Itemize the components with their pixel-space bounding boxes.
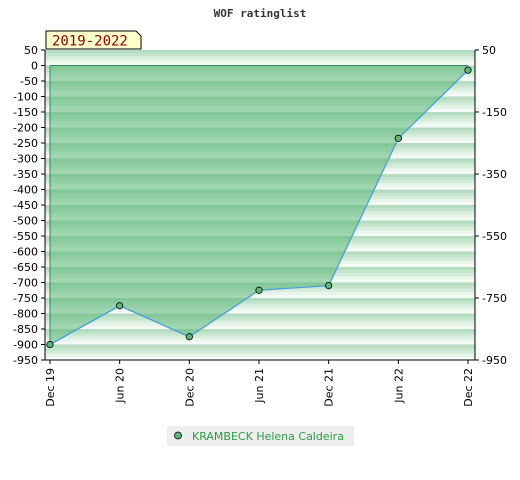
background-band: [45, 310, 475, 314]
left-tick-label: 0: [31, 60, 38, 73]
x-tick-label: Jun 21: [253, 368, 266, 404]
period-badge-box: [45, 30, 142, 50]
left-tick-label: -600: [13, 246, 38, 259]
x-axis: Dec 19 Jun 20 Dec 20 Jun 21 Dec 21 Jun 22 Dec …: [44, 359, 475, 407]
right-tick-label: -150: [482, 106, 507, 119]
background-band: [45, 307, 475, 311]
period-badge: 2019-2022: [45, 30, 142, 50]
left-tick-label: -400: [13, 184, 38, 197]
background-band: [45, 350, 475, 355]
right-tick-label: 50: [482, 44, 496, 57]
left-tick-label: -250: [13, 137, 38, 150]
data-point: [464, 66, 472, 74]
data-point: [394, 134, 402, 142]
left-tick-label: -150: [13, 106, 38, 119]
background-band: [45, 53, 475, 57]
left-tick-label: -50: [20, 75, 38, 88]
right-axis: 50 -150 -350 -550 -750 -950: [474, 44, 507, 367]
background-band: [45, 294, 475, 299]
series-area: [50, 65, 468, 345]
background-band: [45, 319, 475, 324]
left-tick-label: -950: [13, 354, 38, 367]
x-tick-label: Jun 22: [392, 368, 405, 404]
background-band: [45, 338, 475, 342]
background-band: [45, 344, 475, 348]
x-tick-label: Jun 20: [114, 368, 127, 404]
period-badge-text: 2019-2022: [52, 34, 128, 50]
left-axis: 50 0 -50 -100 -150 -200 -250 -300 -350 -400 -450 -5…: [13, 44, 46, 367]
background-band: [45, 56, 475, 60]
x-tick-label: Dec 20: [183, 368, 196, 407]
background-band: [45, 313, 475, 317]
background-band: [45, 322, 475, 327]
left-tick-label: -800: [13, 308, 38, 321]
data-point: [255, 286, 263, 294]
left-tick-label: -750: [13, 292, 38, 305]
left-tick-label: -200: [13, 122, 38, 135]
background-band: [45, 353, 475, 358]
left-tick-label: -850: [13, 323, 38, 336]
background-band: [45, 50, 475, 54]
background-band: [45, 332, 475, 336]
left-tick-label: -450: [13, 199, 38, 212]
background-band: [45, 316, 475, 321]
background-band: [45, 301, 475, 305]
background-band: [45, 298, 475, 302]
chart-marks: [46, 66, 472, 349]
left-tick-label: -100: [13, 91, 38, 104]
background-band: [45, 347, 475, 352]
right-tick-label: -550: [482, 230, 507, 243]
background-band: [45, 335, 475, 339]
left-tick-label: -700: [13, 277, 38, 290]
background-band: [45, 62, 475, 66]
background-band: [45, 304, 475, 308]
x-tick-label: Dec 21: [323, 368, 336, 407]
left-tick-label: -550: [13, 230, 38, 243]
data-point: [46, 340, 54, 349]
background-band: [45, 59, 475, 63]
background-band: [45, 341, 475, 345]
background-band: [45, 329, 475, 333]
left-tick-label: -650: [13, 261, 38, 274]
data-point: [116, 302, 124, 310]
left-tick-label: 50: [24, 44, 38, 57]
x-tick-label: Dec 19: [44, 368, 57, 407]
legend-marker: [174, 431, 182, 440]
left-tick-label: -900: [13, 339, 38, 352]
right-tick-label: -350: [482, 168, 507, 181]
left-tick-label: -300: [13, 153, 38, 166]
data-point: [185, 333, 193, 341]
right-tick-label: -950: [482, 354, 507, 367]
x-tick-label: Dec 22: [462, 368, 475, 407]
background-band: [45, 356, 475, 361]
legend-label: KRAMBECK Helena Caldeira: [192, 430, 344, 443]
left-tick-label: -350: [13, 168, 38, 181]
right-tick-label: -750: [482, 292, 507, 305]
background-band: [45, 325, 475, 330]
legend: KRAMBECK Helena Caldeira: [167, 426, 354, 446]
chart-title: WOF ratinglist: [214, 7, 307, 20]
data-point: [325, 281, 333, 290]
left-tick-label: -500: [13, 215, 38, 228]
legend-box: [167, 426, 354, 446]
